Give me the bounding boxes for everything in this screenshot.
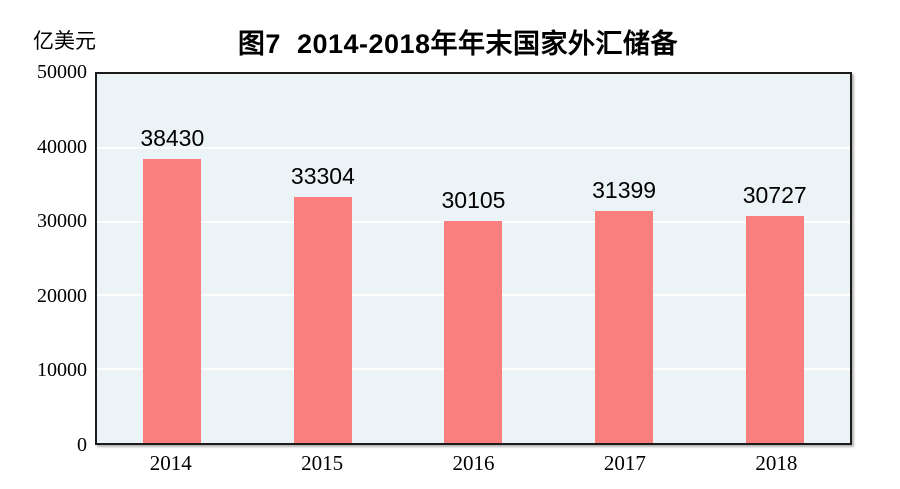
bar [595,211,654,443]
y-tick-label: 10000 [37,359,87,382]
x-tick-label: 2014 [149,451,192,475]
bar-value-label: 31399 [592,177,657,204]
y-tick-label: 50000 [37,61,87,83]
bar-group: 33304 [248,74,399,443]
x-tick-label: 2015 [301,451,344,475]
y-tick-label: 40000 [37,135,87,158]
chart-title: 图7 2014-2018年年末国家外汇储备 [237,29,679,59]
bar-value-label: 30105 [441,186,506,213]
bar [293,197,352,443]
bar-group: 31399 [549,74,700,443]
bar-group: 30727 [699,74,850,443]
x-tick-label: 2016 [452,451,495,475]
y-axis-unit-label: 亿美元 [33,30,96,53]
bar-value-label: 33304 [290,163,355,190]
bar [444,220,503,443]
y-tick-label: 20000 [37,284,87,307]
bar [745,216,804,443]
x-tick-label: 2017 [603,451,646,475]
y-tick-label: 30000 [37,210,87,233]
bar-group: 30105 [398,74,549,443]
gridline [97,146,850,149]
bar-value-label: 38430 [140,125,205,152]
plot-area: 38430 33304 30105 31399 30727 [95,72,852,445]
x-tick-label: 2018 [755,451,798,475]
bar [143,159,202,443]
y-tick-label: 0 [77,434,87,456]
bar-group: 38430 [97,74,248,443]
x-axis-tick-labels: 2014 2015 2016 2017 2018 [95,451,852,475]
y-axis-tick-labels: 0 10000 20000 30000 40000 50000 [0,62,87,455]
bar-value-label: 30727 [742,182,807,209]
